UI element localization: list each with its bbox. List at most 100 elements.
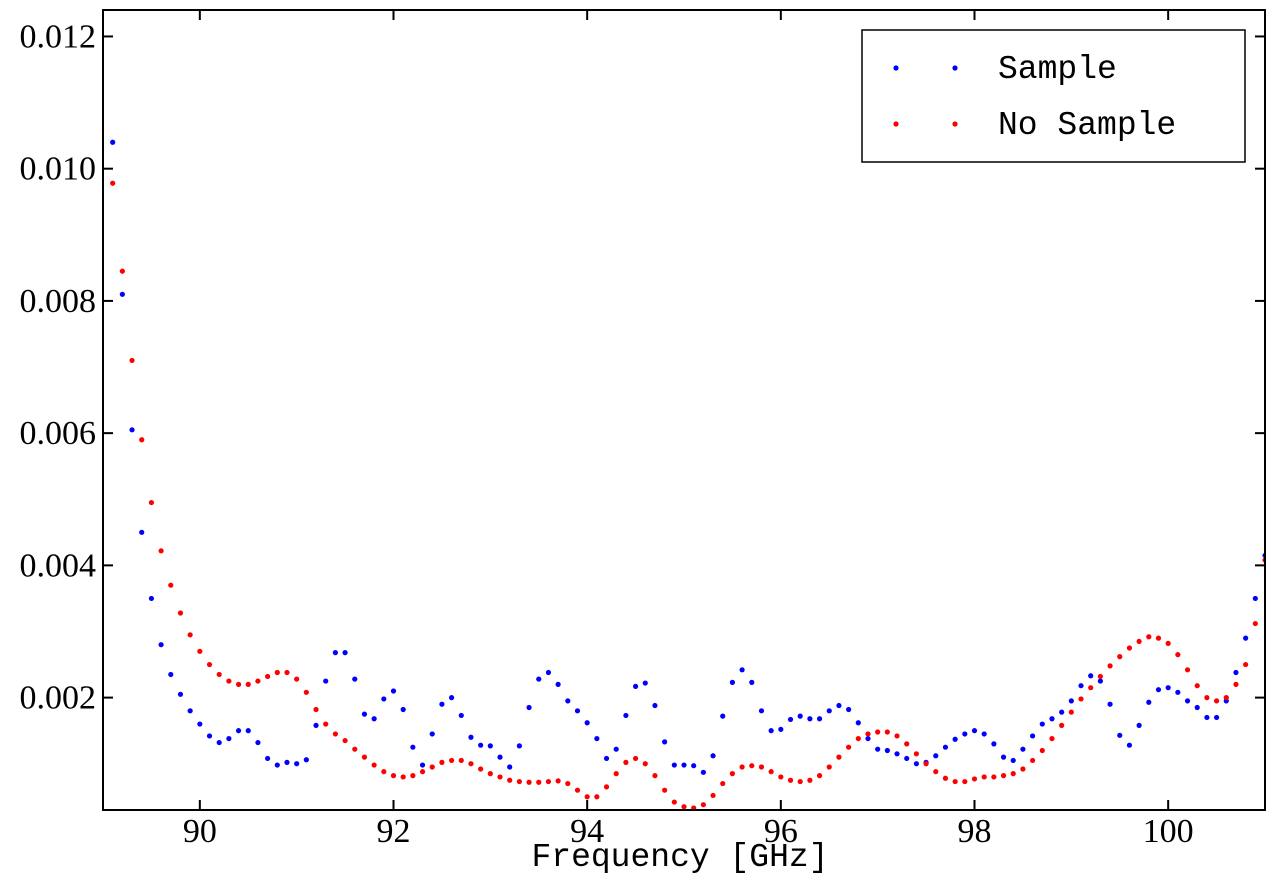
point [1233,681,1239,687]
legend-box [861,29,1246,163]
point [468,734,474,740]
point [565,780,571,787]
point [923,761,929,767]
point [826,764,832,770]
point [855,735,861,742]
point [884,729,890,735]
point [778,726,784,732]
point [1068,709,1074,715]
point [303,757,309,763]
point [139,437,145,443]
point [671,762,677,768]
point [1233,669,1239,676]
legend: Sample No Sample [861,29,1246,163]
point [342,650,348,656]
point [865,735,871,742]
point [332,650,338,656]
point [652,702,658,709]
point [787,777,794,783]
point [187,708,193,714]
point [1243,661,1249,668]
point [894,751,900,757]
point [981,774,987,780]
point [1078,683,1084,689]
point [681,762,687,768]
point [807,716,813,722]
point [507,777,513,783]
point [749,679,755,685]
point [797,713,803,719]
point [933,753,939,759]
point [603,784,610,790]
point [1175,652,1181,658]
point [458,757,464,764]
point [400,706,406,713]
point [904,741,910,747]
point [962,731,968,737]
point [284,669,290,676]
point [255,739,261,746]
point [1107,663,1113,669]
point [594,735,600,742]
point [1030,757,1036,764]
y-tick-label: 0.002 [20,680,97,717]
point [1146,634,1152,640]
point [294,676,300,682]
x-tick-label: 96 [764,813,798,850]
point [662,787,668,793]
y-tick-label: 0.004 [20,547,97,584]
x-tick-label: 94 [570,813,604,850]
plot-frame [102,9,1266,811]
point [323,678,329,684]
point [265,673,271,680]
point [497,774,503,780]
point [361,711,368,717]
point [991,741,997,747]
point [1107,701,1113,707]
point [197,721,203,727]
point [313,722,319,728]
point [1136,638,1142,645]
point [129,357,135,364]
point [168,582,174,588]
point [177,610,184,616]
point [739,667,745,673]
point [158,548,164,554]
point [1243,635,1249,641]
point [981,731,987,737]
point [139,529,145,535]
point [962,778,968,785]
point [352,746,358,752]
point [1020,766,1026,772]
point [468,761,474,767]
point [197,648,203,654]
point [584,794,590,800]
point [971,728,978,734]
point [536,779,542,785]
point [807,777,813,783]
point [110,139,116,145]
point [1049,735,1055,742]
point [129,427,135,433]
point [1155,635,1162,641]
point [603,755,610,762]
point [555,681,561,687]
point [1039,747,1045,754]
point [700,802,706,808]
point [652,773,658,779]
point [342,737,348,744]
point [323,721,329,727]
point [739,764,745,770]
point [913,751,920,757]
point [1117,732,1123,738]
point [691,763,697,769]
point [487,771,493,777]
point [206,661,213,668]
point [768,769,774,775]
point [187,632,193,638]
point [1039,721,1045,727]
point [710,753,716,759]
point [565,698,571,704]
y-tick-label: 0.008 [20,283,97,320]
